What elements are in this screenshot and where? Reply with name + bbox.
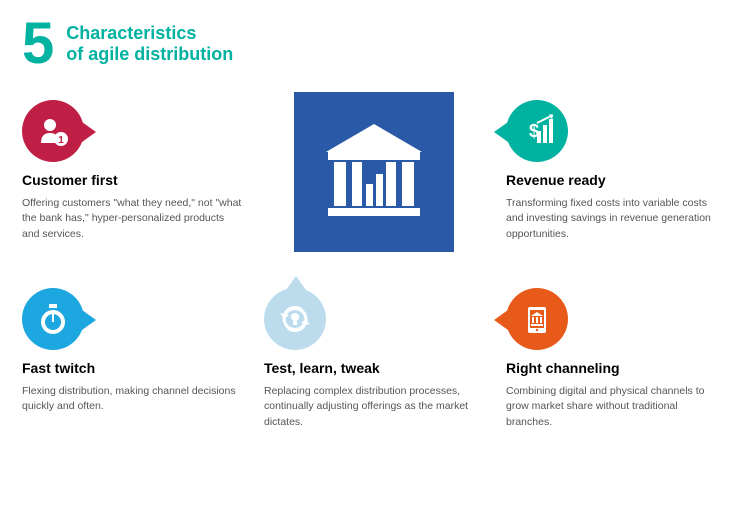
characteristic-customer-first: 1 Customer first Offering customers "wha… (22, 92, 242, 242)
header-number: 5 (22, 18, 54, 70)
title-right-channeling: Right channeling (506, 360, 726, 376)
center-icon-block (264, 92, 484, 252)
body-customer-first: Offering customers "what they need," not… (22, 196, 242, 242)
top-row: 1 Customer first Offering customers "wha… (22, 92, 726, 252)
dollar-bars-icon: $ (506, 100, 568, 162)
bank-building-icon (314, 112, 434, 232)
header-line1: Characteristics (66, 23, 233, 44)
svg-text:1: 1 (58, 135, 64, 146)
infographic-header: 5 Characteristics of agile distribution (22, 18, 726, 70)
characteristic-fast-twitch: Fast twitch Flexing distribution, making… (22, 280, 242, 430)
body-right-channeling: Combining digital and physical channels … (506, 384, 726, 430)
body-test-learn-tweak: Replacing complex distribution processes… (264, 384, 484, 430)
characteristic-right-channeling: Right channeling Combining digital and p… (506, 280, 726, 430)
body-revenue-ready: Transforming fixed costs into variable c… (506, 196, 726, 242)
tablet-bank-icon (506, 288, 568, 350)
characteristic-revenue-ready: $ Revenue ready Transforming fixed costs… (506, 92, 726, 242)
title-revenue-ready: Revenue ready (506, 172, 726, 188)
title-fast-twitch: Fast twitch (22, 360, 242, 376)
header-line2: of agile distribution (66, 44, 233, 65)
cycle-bulb-icon (264, 288, 326, 350)
header-title: Characteristics of agile distribution (66, 23, 233, 64)
title-test-learn-tweak: Test, learn, tweak (264, 360, 484, 376)
characteristic-test-learn-tweak: Test, learn, tweak Replacing complex dis… (264, 280, 484, 430)
stopwatch-icon (22, 288, 84, 350)
bottom-row: Fast twitch Flexing distribution, making… (22, 280, 726, 430)
person-badge-icon: 1 (22, 100, 84, 162)
title-customer-first: Customer first (22, 172, 242, 188)
body-fast-twitch: Flexing distribution, making channel dec… (22, 384, 242, 414)
